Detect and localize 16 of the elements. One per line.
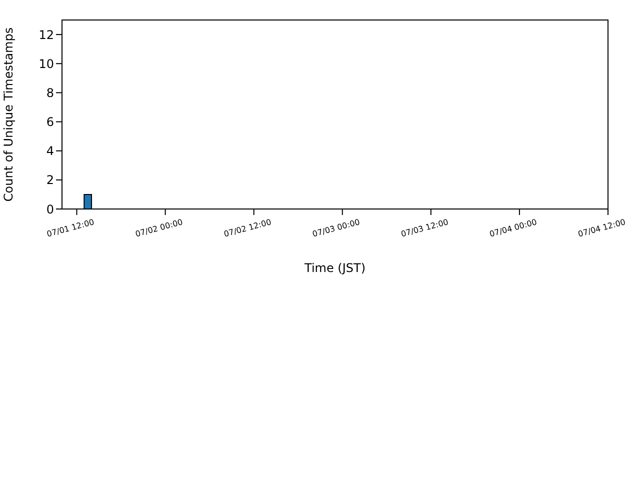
x-axis-title: Time (JST) — [303, 261, 366, 275]
y-tick-label: 0 — [46, 202, 54, 216]
y-axis-title: Count of Unique Timestamps — [1, 27, 16, 202]
x-tick-label: 07/02 12:00 — [222, 218, 272, 239]
x-tick-label: 07/04 12:00 — [577, 218, 626, 239]
y-tick-label: 10 — [38, 56, 54, 71]
y-tick-label: 2 — [46, 173, 54, 188]
x-tick-label: 07/03 12:00 — [400, 218, 450, 239]
x-tick-label: 07/02 00:00 — [134, 218, 184, 239]
x-tick-label: 07/01 12:00 — [46, 218, 96, 239]
x-tick-label: 07/03 00:00 — [312, 218, 361, 239]
y-tick-label: 8 — [46, 86, 54, 100]
y-tick-label: 12 — [38, 28, 54, 42]
x-tick-label: 07/04 00:00 — [488, 218, 538, 239]
y-tick-label: 4 — [46, 144, 54, 158]
y-tick-label: 6 — [46, 115, 54, 130]
